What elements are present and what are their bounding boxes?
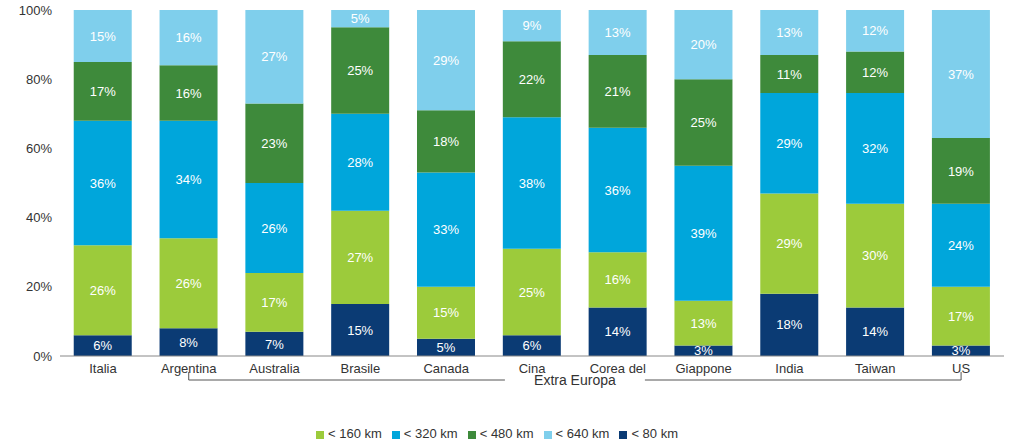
svg-text:27%: 27%: [261, 49, 287, 64]
svg-text:5%: 5%: [351, 11, 370, 26]
svg-text:US: US: [952, 361, 970, 376]
svg-text:3%: 3%: [952, 343, 971, 358]
svg-text:29%: 29%: [433, 53, 459, 68]
html-text:< 640 km: < 640 km: [555, 426, 610, 441]
svg-text:19%: 19%: [948, 164, 974, 179]
svg-text:25%: 25%: [690, 115, 716, 130]
svg-text:11%: 11%: [777, 67, 802, 82]
html-text:< 80 km: < 80 km: [631, 426, 678, 441]
svg-text:32%: 32%: [862, 141, 888, 156]
svg-text:23%: 23%: [261, 136, 287, 151]
svg-text:Canada: Canada: [423, 361, 469, 376]
svg-text:29%: 29%: [776, 136, 802, 151]
svg-text:Argentina: Argentina: [161, 361, 217, 376]
svg-text:20%: 20%: [690, 37, 716, 52]
svg-text:16%: 16%: [605, 272, 631, 287]
svg-text:15%: 15%: [433, 305, 459, 320]
svg-text:100%: 100%: [19, 3, 53, 18]
svg-text:Taiwan: Taiwan: [855, 361, 895, 376]
svg-text:27%: 27%: [347, 250, 373, 265]
svg-text:18%: 18%: [433, 134, 459, 149]
svg-text:17%: 17%: [90, 84, 116, 99]
svg-text:30%: 30%: [862, 248, 888, 263]
svg-text:15%: 15%: [90, 29, 116, 44]
svg-text:17%: 17%: [261, 295, 287, 310]
svg-text:3%: 3%: [694, 343, 713, 358]
svg-text:25%: 25%: [519, 285, 545, 300]
svg-text:20%: 20%: [26, 279, 52, 294]
svg-text:24%: 24%: [948, 238, 974, 253]
html-text:< 320 km: < 320 km: [403, 426, 458, 441]
svg-text:Italia: Italia: [89, 361, 117, 376]
svg-text:21%: 21%: [605, 84, 631, 99]
svg-text:14%: 14%: [862, 324, 888, 339]
svg-text:12%: 12%: [862, 65, 888, 80]
svg-text:Giappone: Giappone: [675, 361, 731, 376]
svg-text:12%: 12%: [862, 23, 888, 38]
svg-text:80%: 80%: [26, 72, 52, 87]
svg-text:13%: 13%: [776, 25, 802, 40]
svg-text:36%: 36%: [90, 176, 116, 191]
svg-text:13%: 13%: [605, 25, 631, 40]
svg-text:40%: 40%: [26, 210, 52, 225]
svg-text:9%: 9%: [522, 18, 541, 33]
svg-text:26%: 26%: [90, 283, 116, 298]
svg-text:6%: 6%: [93, 338, 112, 353]
svg-text:25%: 25%: [347, 63, 373, 78]
svg-text:Corea del: Corea del: [590, 361, 646, 376]
svg-text:60%: 60%: [26, 141, 52, 156]
svg-text:37%: 37%: [948, 67, 974, 82]
svg-text:26%: 26%: [176, 276, 202, 291]
svg-text:16%: 16%: [176, 86, 202, 101]
html-text:< 480 km: < 480 km: [479, 426, 534, 441]
svg-text:Australia: Australia: [249, 361, 300, 376]
svg-text:34%: 34%: [176, 172, 202, 187]
svg-text:14%: 14%: [605, 324, 631, 339]
svg-text:17%: 17%: [948, 309, 974, 324]
svg-text:28%: 28%: [347, 155, 373, 170]
html-text:< 160 km: < 160 km: [328, 426, 382, 441]
svg-text:38%: 38%: [519, 176, 545, 191]
svg-text:Extra Europa: Extra Europa: [534, 372, 616, 388]
svg-text:6%: 6%: [522, 338, 541, 353]
svg-text:Cina: Cina: [519, 361, 547, 376]
svg-text:33%: 33%: [433, 222, 459, 237]
svg-text:India: India: [775, 361, 804, 376]
svg-text:26%: 26%: [261, 221, 287, 236]
svg-text:36%: 36%: [605, 183, 631, 198]
svg-text:8%: 8%: [179, 335, 198, 350]
svg-text:22%: 22%: [519, 72, 545, 87]
svg-text:0%: 0%: [33, 349, 52, 364]
svg-text:15%: 15%: [347, 323, 373, 338]
svg-text:13%: 13%: [690, 316, 716, 331]
svg-text:16%: 16%: [176, 30, 202, 45]
svg-text:18%: 18%: [776, 317, 802, 332]
svg-text:29%: 29%: [776, 236, 802, 251]
svg-text:5%: 5%: [437, 340, 456, 355]
svg-text:Brasile: Brasile: [340, 361, 380, 376]
svg-text:7%: 7%: [265, 337, 284, 352]
svg-text:39%: 39%: [690, 226, 716, 241]
